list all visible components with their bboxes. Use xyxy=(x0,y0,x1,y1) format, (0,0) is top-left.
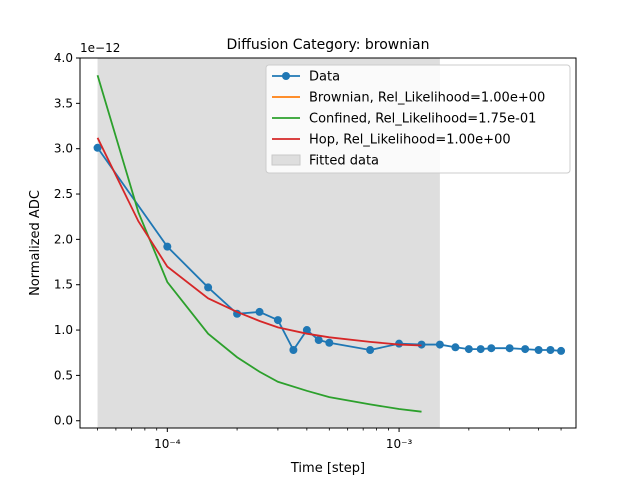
y-tick-label: 0.5 xyxy=(54,368,73,382)
y-tick-label: 1.0 xyxy=(54,323,73,337)
legend-label: Confined, Rel_Likelihood=1.75e-01 xyxy=(309,112,536,127)
data-point xyxy=(204,283,213,292)
data-point xyxy=(325,338,334,347)
data-point xyxy=(366,346,375,355)
x-tick-label: 10⁻³ xyxy=(386,437,413,451)
y-axis-label: Normalized ADC xyxy=(28,190,43,296)
data-point xyxy=(417,340,426,349)
data-point xyxy=(557,346,566,355)
legend-label: Hop, Rel_Likelihood=1.00e+00 xyxy=(309,133,511,148)
data-point xyxy=(255,307,264,316)
y-tick-label: 2.0 xyxy=(54,232,73,246)
data-point xyxy=(314,336,323,345)
data-point xyxy=(302,326,311,335)
x-axis-label: Time [step] xyxy=(290,461,365,476)
legend-label: Data xyxy=(309,70,340,85)
data-point xyxy=(273,316,282,325)
data-point xyxy=(435,340,444,349)
legend: Data Brownian, Rel_Likelihood=1.00e+00 Con… xyxy=(265,64,571,174)
data-point xyxy=(487,344,496,353)
data-point xyxy=(521,345,530,354)
chart-title: Diffusion Category: brownian xyxy=(227,37,430,53)
y-offset-label: 1e−12 xyxy=(80,41,120,55)
x-tick-label: 10⁻⁴ xyxy=(154,437,181,451)
legend-swatch xyxy=(271,154,301,166)
data-point xyxy=(534,346,543,355)
y-tick-label: 4.0 xyxy=(54,51,73,65)
data-point xyxy=(289,346,298,355)
data-point xyxy=(476,345,485,354)
legend-box xyxy=(265,64,571,174)
legend-marker xyxy=(282,72,290,80)
data-point xyxy=(395,339,404,348)
axes: 0.0 0.5 1.0 1.5 2.0 2.5 3.0 3.5 4.0 10⁻⁴ 10⁻³ xyxy=(54,51,562,451)
y-tick-label: 1.5 xyxy=(54,278,73,292)
y-tick-label: 0.0 xyxy=(54,414,73,428)
data-point xyxy=(464,345,473,354)
y-tick-label: 2.5 xyxy=(54,187,73,201)
data-point xyxy=(451,343,460,352)
y-tick-label: 3.0 xyxy=(54,142,73,156)
legend-label: Fitted data xyxy=(309,154,379,169)
y-tick-label: 3.5 xyxy=(54,96,73,110)
data-point xyxy=(163,242,172,251)
legend-label: Brownian, Rel_Likelihood=1.00e+00 xyxy=(309,91,545,106)
series-line-3 xyxy=(96,137,422,347)
data-point xyxy=(93,143,102,152)
axes-frame xyxy=(79,57,577,429)
data-point xyxy=(546,346,555,355)
series-line-2 xyxy=(96,74,422,413)
data-point xyxy=(505,344,514,353)
